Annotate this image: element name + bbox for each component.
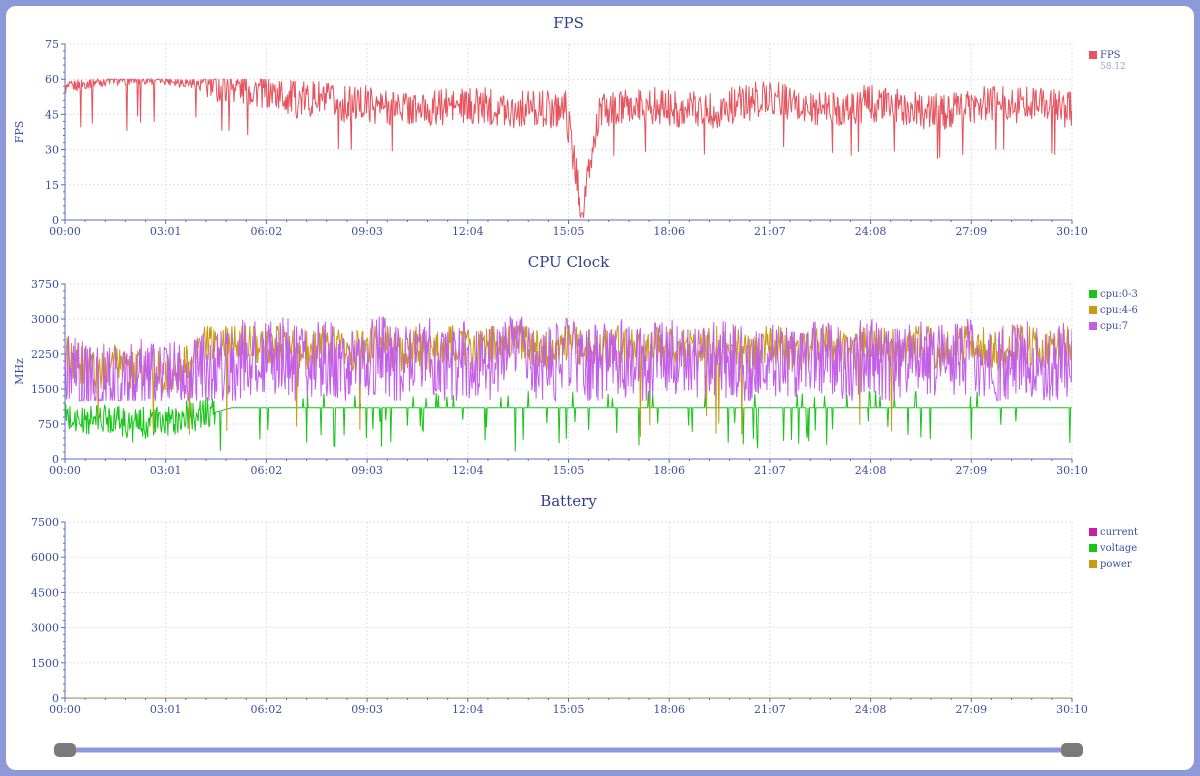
series-line-cpu-7 [65, 315, 1072, 403]
x-tick-label: 03:01 [150, 225, 182, 238]
legend-label-voltage: voltage [1099, 543, 1137, 554]
x-tick-label: 27:09 [955, 464, 987, 477]
y-tick-label: 45 [45, 108, 59, 121]
y-tick-label: 4500 [31, 586, 59, 599]
range-slider [54, 743, 1083, 757]
y-axis-title: MHz [13, 358, 26, 385]
y-tick-label: 2250 [31, 348, 59, 361]
y-tick-label: 1500 [31, 383, 59, 396]
x-tick-label: 18:06 [653, 464, 685, 477]
legend-value-fps: 58.12 [1100, 62, 1126, 72]
y-tick-label: 0 [52, 214, 59, 227]
legend-label-current: current [1100, 527, 1138, 538]
x-tick-label: 09:03 [351, 703, 383, 716]
x-tick-label: 30:10 [1056, 225, 1088, 238]
legend-swatch-fps [1089, 51, 1097, 59]
x-tick-label: 30:10 [1056, 464, 1088, 477]
chart-panel: FPS FPS 0 15 30 45 60 75 00:00 03:01 06:02 09:03 12:… [6, 6, 1194, 770]
charts-canvas: FPS FPS 0 15 30 45 60 75 00:00 03:01 06:02 09:03 12:… [13, 14, 1138, 757]
chart-cpu-clock: CPU Clock MHz 0 750 1500 2250 3000 3750 00:00 03:… [13, 253, 1138, 477]
range-slider-track[interactable] [65, 747, 1072, 753]
y-tick-label: 6000 [31, 551, 59, 564]
x-tick-label: 12:04 [452, 225, 484, 238]
chart-battery: Battery 0 1500 3000 4500 6000 7500 00:00 03:01 06… [31, 492, 1138, 716]
chart-fps: FPS FPS 0 15 30 45 60 75 00:00 03:01 06:02 09:03 12:… [13, 14, 1126, 238]
x-tick-label: 24:08 [855, 703, 887, 716]
series-line-cpu-0-3 [65, 390, 1072, 452]
x-tick-label: 00:00 [49, 703, 81, 716]
x-tick-label: 00:00 [49, 464, 81, 477]
y-tick-label: 7500 [31, 516, 59, 529]
x-tick-label: 06:02 [251, 464, 283, 477]
y-axis-title: FPS [13, 121, 26, 144]
y-tick-label: 30 [45, 144, 59, 157]
x-tick-label: 24:08 [855, 464, 887, 477]
legend-label-cpu-4-6: cpu:4-6 [1100, 305, 1138, 316]
y-tick-label: 15 [45, 179, 59, 192]
x-tick-label: 15:05 [553, 464, 585, 477]
x-tick-label: 00:00 [49, 225, 81, 238]
legend-swatch-cpu-4-6 [1089, 306, 1097, 314]
x-tick-label: 09:03 [351, 464, 383, 477]
x-tick-label: 12:04 [452, 464, 484, 477]
x-tick-label: 15:05 [553, 703, 585, 716]
x-tick-label: 09:03 [351, 225, 383, 238]
chart-title: CPU Clock [528, 253, 610, 271]
legend-swatch-voltage [1089, 544, 1097, 552]
y-tick-label: 3000 [31, 622, 59, 635]
x-tick-label: 21:07 [754, 464, 786, 477]
x-tick-label: 30:10 [1056, 703, 1088, 716]
y-tick-label: 750 [38, 418, 59, 431]
y-tick-label: 0 [52, 453, 59, 466]
y-tick-label: 3000 [31, 313, 59, 326]
range-slider-end-handle[interactable] [1061, 743, 1083, 757]
x-tick-label: 27:09 [955, 703, 987, 716]
x-tick-label: 18:06 [653, 225, 685, 238]
x-tick-label: 06:02 [251, 703, 283, 716]
chart-title: Battery [540, 492, 597, 510]
y-tick-label: 1500 [31, 657, 59, 670]
legend-swatch-power [1089, 560, 1097, 568]
x-tick-label: 18:06 [653, 703, 685, 716]
legend-swatch-cpu-0-3 [1089, 290, 1097, 298]
range-slider-start-handle[interactable] [54, 743, 76, 757]
legend-swatch-cpu-7 [1089, 322, 1097, 330]
x-tick-label: 27:09 [955, 225, 987, 238]
legend-label-fps: FPS [1100, 50, 1121, 61]
chart-title: FPS [553, 14, 584, 32]
legend-swatch-current [1089, 528, 1097, 536]
y-tick-label: 0 [52, 692, 59, 705]
x-tick-label: 21:07 [754, 703, 786, 716]
x-tick-label: 03:01 [150, 703, 182, 716]
x-tick-label: 12:04 [452, 703, 484, 716]
x-tick-label: 24:08 [855, 225, 887, 238]
series-line-fps [65, 77, 1072, 219]
y-tick-label: 60 [45, 73, 59, 86]
x-tick-label: 06:02 [251, 225, 283, 238]
legend-label-power: power [1100, 559, 1132, 570]
x-tick-label: 21:07 [754, 225, 786, 238]
y-tick-label: 3750 [31, 278, 59, 291]
y-tick-label: 75 [45, 38, 59, 51]
x-tick-label: 15:05 [553, 225, 585, 238]
legend-label-cpu-0-3: cpu:0-3 [1100, 289, 1138, 300]
x-tick-label: 03:01 [150, 464, 182, 477]
legend-label-cpu-7: cpu:7 [1100, 321, 1128, 332]
